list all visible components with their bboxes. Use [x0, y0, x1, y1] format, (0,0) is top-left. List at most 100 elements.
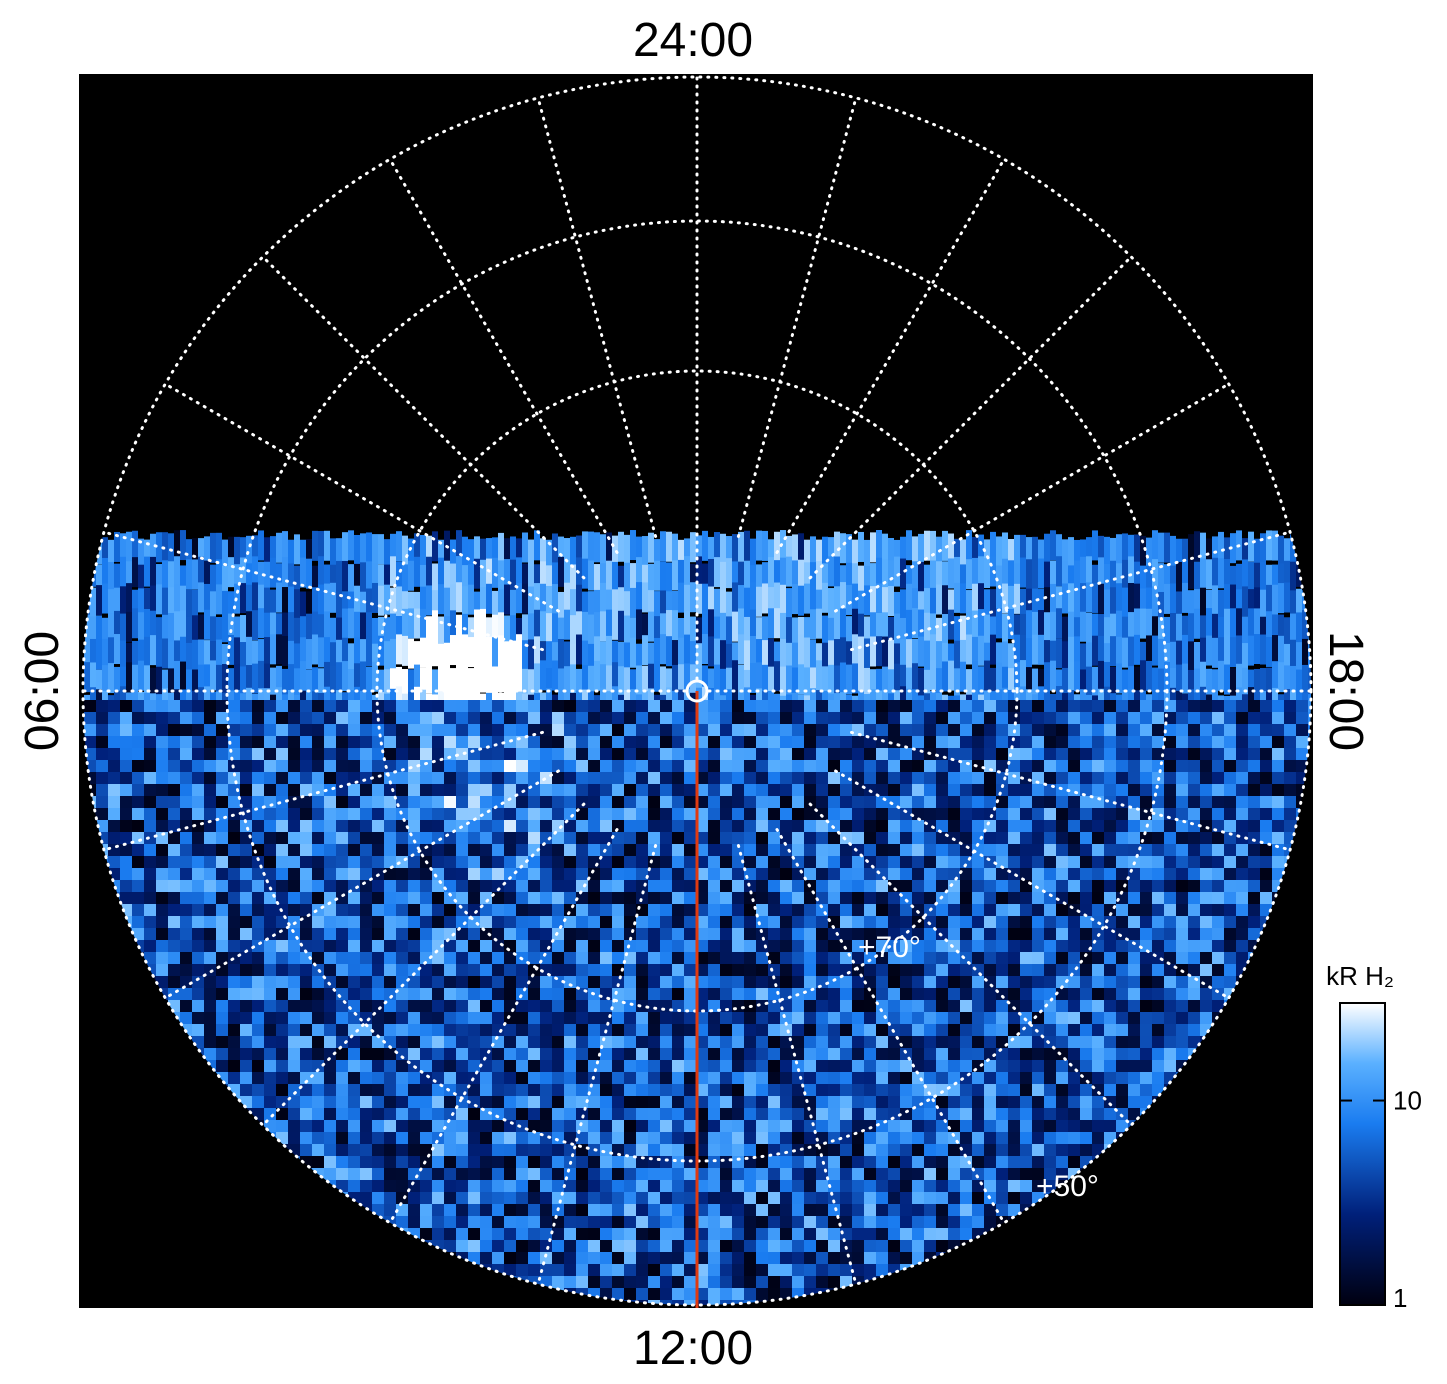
emission-cell: [1044, 808, 1056, 820]
emission-cell: [336, 964, 348, 976]
emission-cell: [1044, 587, 1050, 618]
emission-cell: [1044, 904, 1056, 916]
emission-cell: [480, 1000, 492, 1012]
emission-cell: [324, 796, 336, 808]
emission-cell: [996, 820, 1008, 832]
emission-cell: [360, 748, 372, 760]
emission-cell: [876, 1060, 888, 1072]
emission-cell: [732, 820, 744, 832]
emission-cell: [1068, 880, 1080, 892]
emission-cell: [600, 534, 606, 565]
emission-cell: [228, 988, 240, 1000]
emission-cell: [372, 1132, 384, 1144]
emission-cell: [1080, 964, 1092, 976]
emission-cell: [936, 964, 948, 976]
emission-cell: [216, 559, 222, 590]
emission-cell: [780, 724, 792, 736]
emission-cell: [1026, 537, 1032, 568]
emission-cell: [864, 616, 870, 647]
emission-cell: [756, 928, 768, 940]
emission-cell: [804, 952, 816, 964]
emission-cell: [1068, 916, 1080, 928]
emission-cell: [612, 1060, 624, 1072]
emission-cell: [1068, 928, 1080, 940]
emission-cell: [360, 892, 372, 904]
emission-cell: [1116, 1048, 1128, 1060]
emission-cell: [1020, 660, 1026, 691]
emission-cell: [696, 556, 702, 587]
emission-cell: [852, 712, 864, 724]
emission-cell: [1128, 796, 1140, 808]
emission-cell: [972, 1108, 984, 1120]
emission-cell: [1008, 1000, 1020, 1012]
emission-cell: [1164, 748, 1176, 760]
emission-cell: [612, 808, 624, 820]
emission-cell: [948, 609, 954, 640]
emission-cell: [936, 712, 948, 724]
emission-cell: [540, 988, 552, 1000]
emission-cell: [138, 538, 144, 569]
emission-cell: [1104, 832, 1116, 844]
emission-cell: [780, 808, 792, 820]
emission-cell: [1032, 700, 1044, 712]
emission-cell: [1164, 964, 1176, 976]
emission-cell: [672, 1060, 684, 1072]
emission-cell: [264, 856, 276, 868]
emission-cell: [660, 1144, 672, 1156]
emission-cell: [810, 639, 816, 670]
emission-cell: [312, 808, 324, 820]
emission-cell: [300, 892, 312, 904]
emission-cell: [444, 952, 456, 964]
emission-cell: [1020, 1120, 1032, 1132]
emission-cell: [660, 928, 672, 940]
emission-cell: [720, 1156, 732, 1168]
emission-cell: [1200, 772, 1212, 784]
emission-cell: [216, 760, 228, 772]
emission-cell: [792, 928, 804, 940]
emission-cell: [228, 916, 240, 928]
emission-cell: [480, 608, 486, 639]
emission-cell: [624, 808, 636, 820]
emission-cell: [1164, 916, 1176, 928]
emission-cell: [408, 1000, 420, 1012]
emission-cell: [456, 1072, 468, 1084]
emission-cell: [876, 988, 888, 1000]
emission-cell: [1002, 558, 1008, 589]
emission-cell: [516, 1156, 528, 1168]
emission-cell: [1140, 565, 1146, 596]
emission-cell: [150, 556, 156, 587]
emission-cell: [1044, 700, 1056, 712]
emission-cell: [708, 952, 720, 964]
emission-cell: [1236, 844, 1248, 856]
emission-cell: [600, 664, 606, 695]
emission-cell: [414, 533, 420, 564]
emission-cell: [1212, 892, 1224, 904]
emission-cell: [132, 608, 138, 639]
emission-cell: [492, 614, 498, 645]
emission-cell: [576, 584, 582, 615]
emission-cell: [432, 844, 444, 856]
emission-cell: [1212, 880, 1224, 892]
emission-cell: [204, 856, 216, 868]
emission-cell: [972, 928, 984, 940]
emission-cell: [948, 880, 960, 892]
emission-cell: [1308, 700, 1311, 712]
emission-cell: [822, 642, 828, 673]
emission-cell: [912, 1084, 924, 1096]
emission-cell: [918, 591, 924, 622]
emission-cell: [954, 538, 960, 569]
emission-cell: [408, 712, 420, 724]
emission-cell: [1032, 760, 1044, 772]
emission-cell: [1020, 832, 1032, 844]
emission-cell: [852, 1024, 864, 1036]
emission-cell: [1188, 700, 1200, 712]
emission-cell: [492, 1144, 504, 1156]
emission-cell: [744, 856, 756, 868]
emission-cell: [618, 587, 624, 618]
emission-cell: [396, 531, 402, 562]
emission-cell: [432, 808, 444, 820]
emission-cell: [228, 1072, 240, 1084]
emission-cell: [540, 583, 546, 614]
emission-cell: [1212, 724, 1224, 736]
emission-cell: [756, 1156, 768, 1168]
